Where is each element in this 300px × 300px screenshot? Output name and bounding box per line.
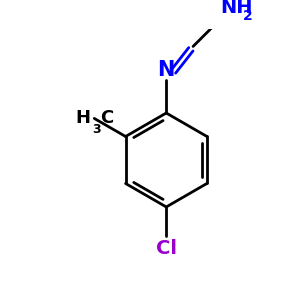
Text: 2: 2 [243,9,253,23]
Text: C: C [100,110,113,128]
Text: Cl: Cl [156,239,177,259]
Text: NH: NH [220,0,253,17]
Text: N: N [158,60,175,80]
Text: 3: 3 [92,123,101,136]
Text: H: H [76,110,91,128]
